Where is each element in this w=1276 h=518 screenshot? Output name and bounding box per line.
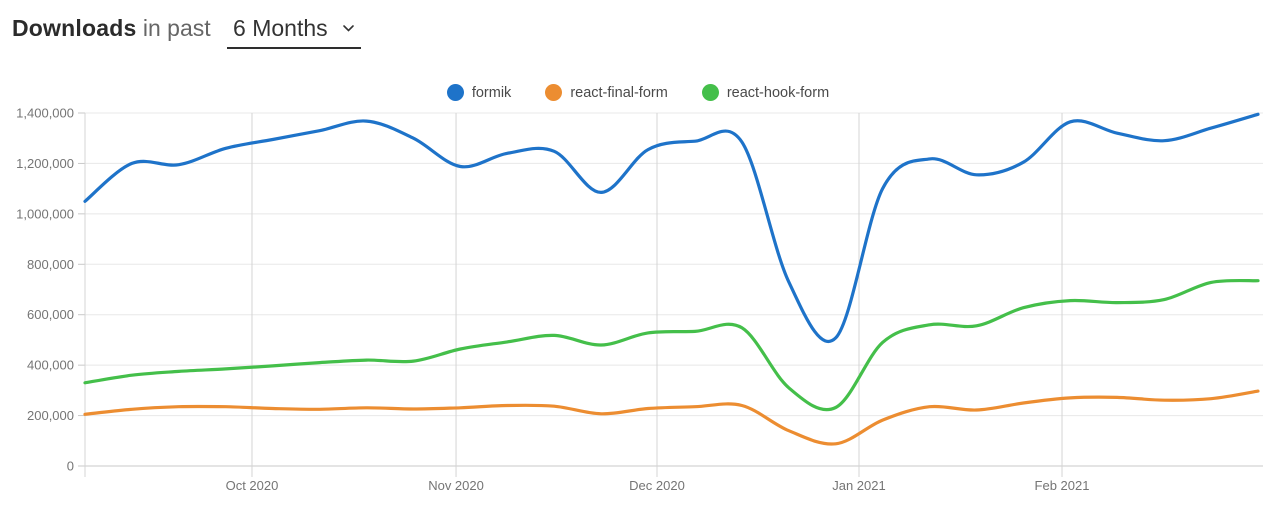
legend-dot-icon [701, 84, 719, 101]
legend-item-react-hook-form[interactable]: react-hook-form [701, 84, 830, 101]
y-axis-label: 200,000 [27, 408, 74, 423]
legend-item-formik[interactable]: formik [446, 84, 512, 101]
y-axis-label: 400,000 [27, 358, 74, 373]
chevron-down-icon [342, 12, 355, 39]
x-axis-label: Oct 2020 [226, 478, 279, 493]
y-axis-label: 1,400,000 [16, 106, 74, 121]
legend-label: formik [471, 84, 512, 101]
time-range-value: 6 Months [233, 15, 328, 41]
series-line-formik [83, 112, 1260, 343]
y-axis-label: 1,000,000 [16, 206, 74, 221]
y-axis-label: 1,200,000 [16, 156, 74, 171]
legend-dot-icon [446, 84, 464, 101]
x-axis-label: Nov 2020 [428, 478, 484, 493]
x-axis-label: Jan 2021 [832, 478, 886, 493]
series-line-react-final-form [83, 389, 1260, 446]
legend-dot-icon [545, 84, 563, 101]
series-line-react-hook-form [83, 278, 1260, 412]
legend-item-react-final-form[interactable]: react-final-form [545, 84, 668, 101]
title-downloads: Downloads [12, 15, 137, 41]
title-in-past: in past [142, 15, 211, 41]
time-range-selector[interactable]: 6 Months [227, 12, 362, 49]
legend-label: react-hook-form [726, 84, 830, 101]
chart-legend: formik react-final-form react-hook-form [0, 84, 1276, 101]
y-axis-label: 800,000 [27, 257, 74, 272]
y-axis-label: 600,000 [27, 307, 74, 322]
y-axis-label: 0 [67, 459, 74, 474]
legend-label: react-final-form [570, 84, 668, 101]
x-axis-label: Dec 2020 [629, 478, 685, 493]
page-title: Downloads in past 6 Months [12, 12, 362, 49]
x-axis-label: Feb 2021 [1035, 478, 1090, 493]
